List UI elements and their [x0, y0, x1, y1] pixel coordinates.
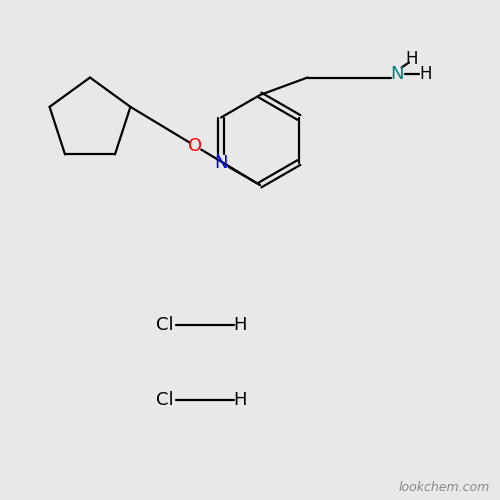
- Text: H: H: [420, 64, 432, 82]
- Text: Cl: Cl: [156, 391, 174, 409]
- Text: Cl: Cl: [156, 316, 174, 334]
- Text: lookchem.com: lookchem.com: [399, 481, 490, 494]
- Text: H: H: [233, 316, 247, 334]
- Text: O: O: [188, 137, 202, 155]
- Text: N: N: [391, 64, 404, 82]
- Text: N: N: [214, 154, 228, 172]
- Text: H: H: [405, 50, 418, 68]
- Text: H: H: [233, 391, 247, 409]
